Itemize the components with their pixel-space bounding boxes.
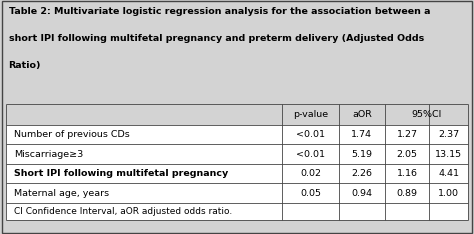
Text: 0.94: 0.94 — [351, 189, 373, 197]
Text: 2.05: 2.05 — [397, 150, 418, 159]
Text: Short IPI following multifetal pregnancy: Short IPI following multifetal pregnancy — [14, 169, 228, 178]
Text: <0.01: <0.01 — [296, 130, 325, 139]
Text: Number of previous CDs: Number of previous CDs — [14, 130, 130, 139]
Bar — [6, 164, 468, 183]
Text: CI Confidence Interval, aOR adjusted odds ratio.: CI Confidence Interval, aOR adjusted odd… — [14, 207, 232, 216]
Bar — [6, 144, 468, 164]
Text: 1.00: 1.00 — [438, 189, 459, 197]
Bar — [0, 0, 474, 104]
Text: Miscarriage≥3: Miscarriage≥3 — [14, 150, 83, 159]
Bar — [6, 183, 468, 203]
Text: 1.74: 1.74 — [351, 130, 373, 139]
Text: 2.26: 2.26 — [351, 169, 373, 178]
Text: 95%CI: 95%CI — [411, 110, 442, 119]
Bar — [6, 125, 468, 144]
Text: 4.41: 4.41 — [438, 169, 459, 178]
Text: 0.02: 0.02 — [300, 169, 321, 178]
Bar — [6, 203, 468, 220]
Text: short IPI following multifetal pregnancy and preterm delivery (Adjusted Odds: short IPI following multifetal pregnancy… — [9, 34, 424, 43]
Text: 2.37: 2.37 — [438, 130, 459, 139]
Text: 1.16: 1.16 — [397, 169, 418, 178]
Text: p-value: p-value — [293, 110, 328, 119]
Bar — [6, 104, 468, 125]
Text: Ratio): Ratio) — [9, 61, 41, 70]
Text: aOR: aOR — [352, 110, 372, 119]
Text: 0.89: 0.89 — [397, 189, 418, 197]
Text: 0.05: 0.05 — [300, 189, 321, 197]
Text: 5.19: 5.19 — [351, 150, 373, 159]
Text: 1.27: 1.27 — [397, 130, 418, 139]
Text: Maternal age, years: Maternal age, years — [14, 189, 109, 197]
Text: Table 2: Multivariate logistic regression analysis for the association between a: Table 2: Multivariate logistic regressio… — [9, 7, 430, 16]
Text: 13.15: 13.15 — [435, 150, 463, 159]
Text: <0.01: <0.01 — [296, 150, 325, 159]
